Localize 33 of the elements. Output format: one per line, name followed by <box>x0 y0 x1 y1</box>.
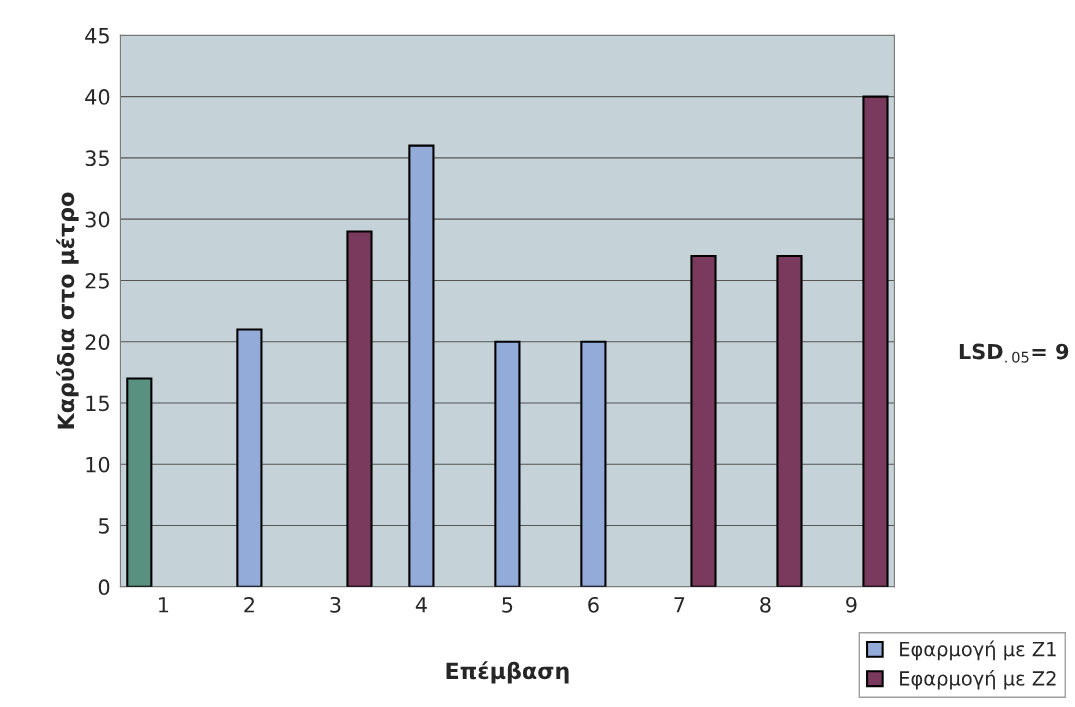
x-axis-title: Επέμβαση <box>446 661 569 684</box>
x-tick-label: 4 <box>415 597 427 613</box>
y-tick-label: 40 <box>85 89 110 105</box>
x-tick-label: 6 <box>588 596 599 613</box>
y-tick-label: 10 <box>86 456 110 473</box>
bar <box>126 377 153 587</box>
y-tick-label: 25 <box>85 272 109 289</box>
y-tick-label: 30 <box>85 211 110 228</box>
bar <box>580 340 607 587</box>
y-tick-label: 20 <box>85 334 110 350</box>
bar <box>494 340 521 587</box>
legend-label: Εφαρμογή με Z2 <box>900 669 1056 690</box>
bar <box>408 144 435 587</box>
y-tick-label: 15 <box>86 395 109 412</box>
legend-label: Εφαρμογή με Z1 <box>900 640 1056 661</box>
x-tick-label: 8 <box>760 596 771 613</box>
x-tick-label: 3 <box>330 596 341 613</box>
bar <box>690 254 717 587</box>
bar <box>236 328 263 587</box>
bar <box>776 254 803 587</box>
bar <box>862 95 889 587</box>
x-tick-label: 9 <box>846 596 857 613</box>
text: LSD$_{.05}$= 9 <box>959 343 1069 363</box>
y-tick-label: 0 <box>98 579 110 596</box>
y-tick-label: 35 <box>85 150 109 167</box>
y-axis-title: Καρύδια στο μέτρο <box>56 192 79 429</box>
x-tick-label: 1 <box>159 597 169 613</box>
y-tick-label: 45 <box>85 28 109 44</box>
x-tick-label: 5 <box>502 597 513 613</box>
x-tick-label: 2 <box>244 596 254 613</box>
bar <box>346 230 373 587</box>
x-tick-label: 7 <box>674 597 685 613</box>
y-tick-label: 5 <box>99 518 109 534</box>
